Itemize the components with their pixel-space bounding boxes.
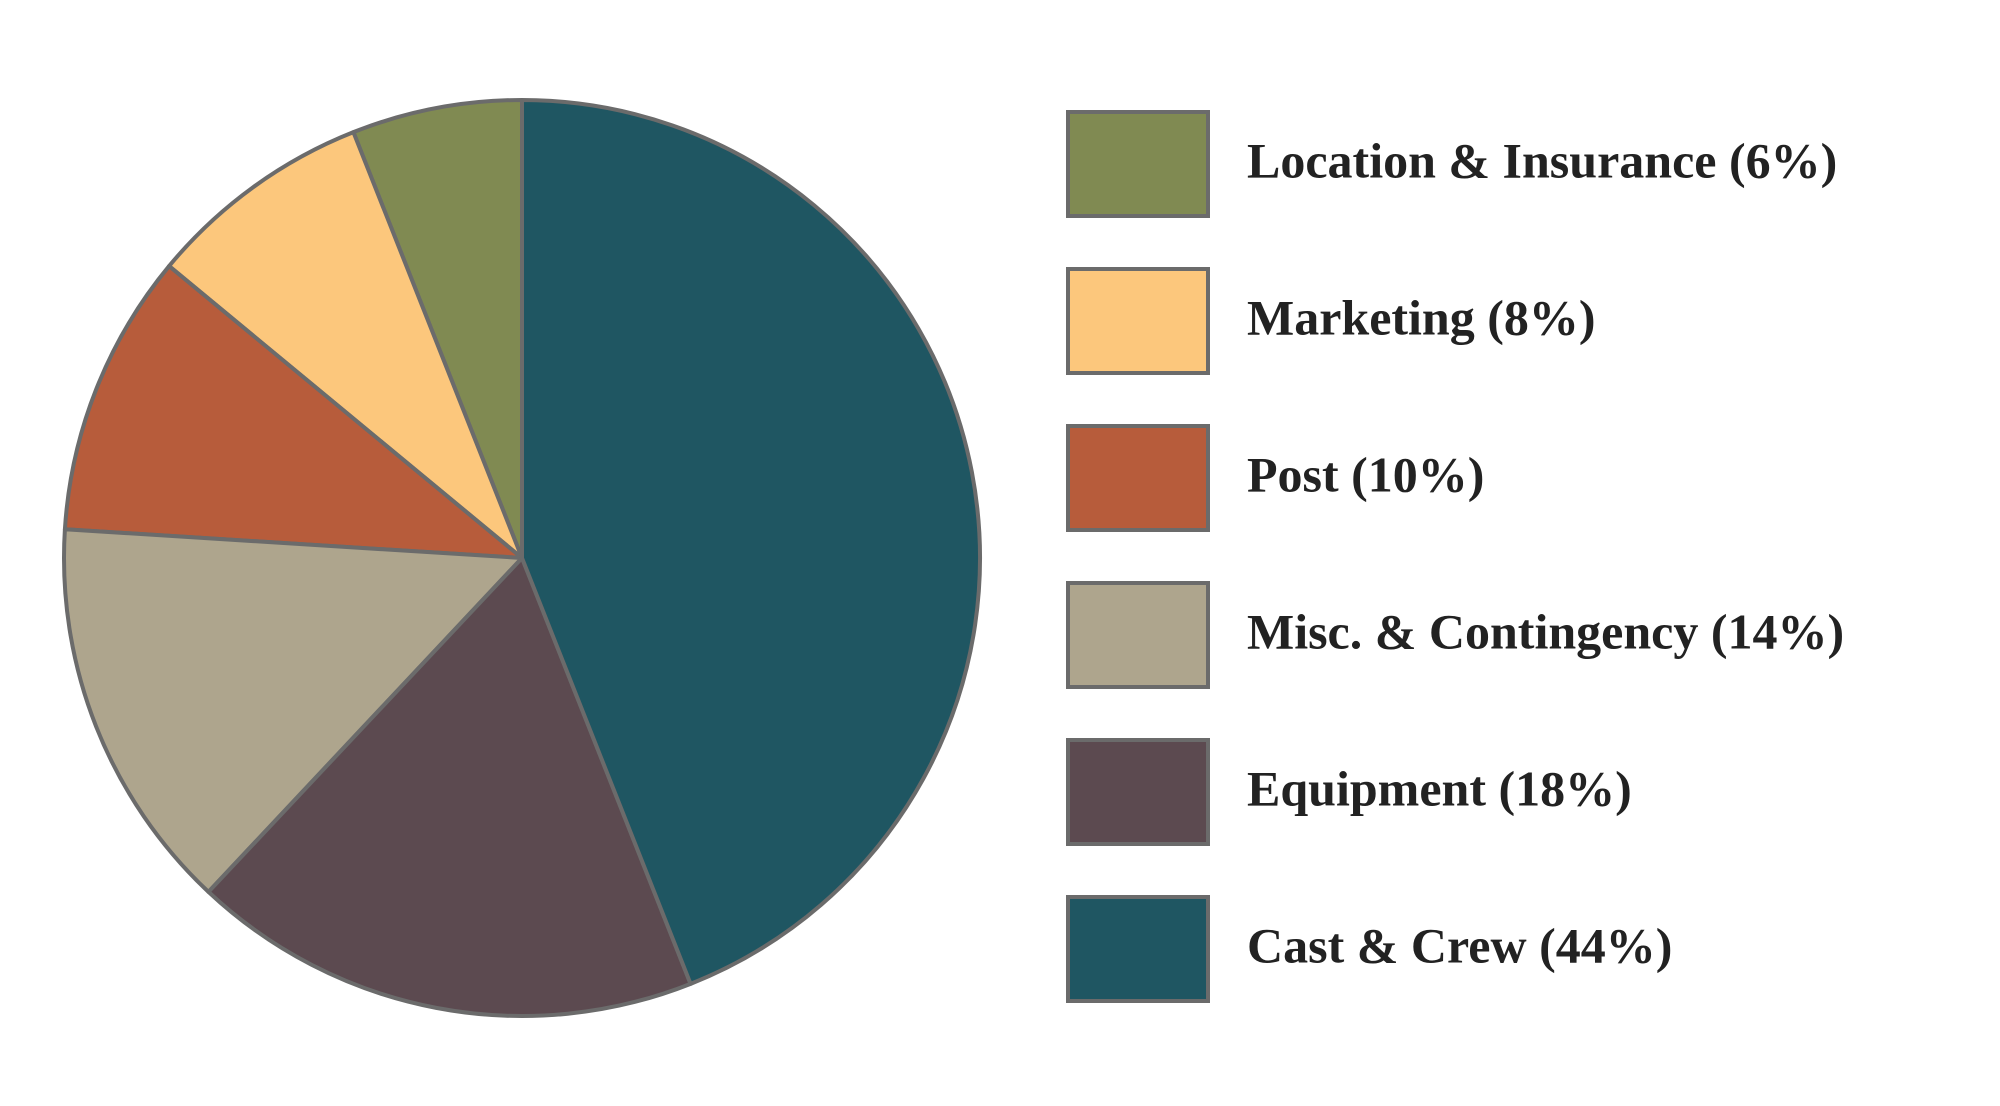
legend-swatch bbox=[1066, 895, 1210, 1003]
legend-swatch bbox=[1066, 110, 1210, 218]
legend-label: Equipment (18%) bbox=[1247, 760, 1632, 816]
legend-swatch bbox=[1066, 738, 1210, 846]
pie-slice bbox=[167, 130, 524, 560]
legend-label: Post (10%) bbox=[1247, 446, 1484, 502]
legend-label: Location & Insurance (6%) bbox=[1247, 132, 1837, 188]
pie-slice bbox=[206, 556, 693, 1019]
pie-slice bbox=[520, 98, 982, 986]
legend-label: Marketing (8%) bbox=[1247, 289, 1596, 345]
pie-slice bbox=[62, 264, 524, 560]
legend-swatch bbox=[1066, 581, 1210, 689]
legend-swatch bbox=[1066, 267, 1210, 375]
pie-slice bbox=[351, 98, 524, 560]
legend-swatch bbox=[1066, 424, 1210, 532]
legend-label: Misc. & Contingency (14%) bbox=[1247, 603, 1844, 659]
legend-label: Cast & Crew (44%) bbox=[1247, 917, 1672, 973]
pie-slice bbox=[62, 527, 524, 894]
